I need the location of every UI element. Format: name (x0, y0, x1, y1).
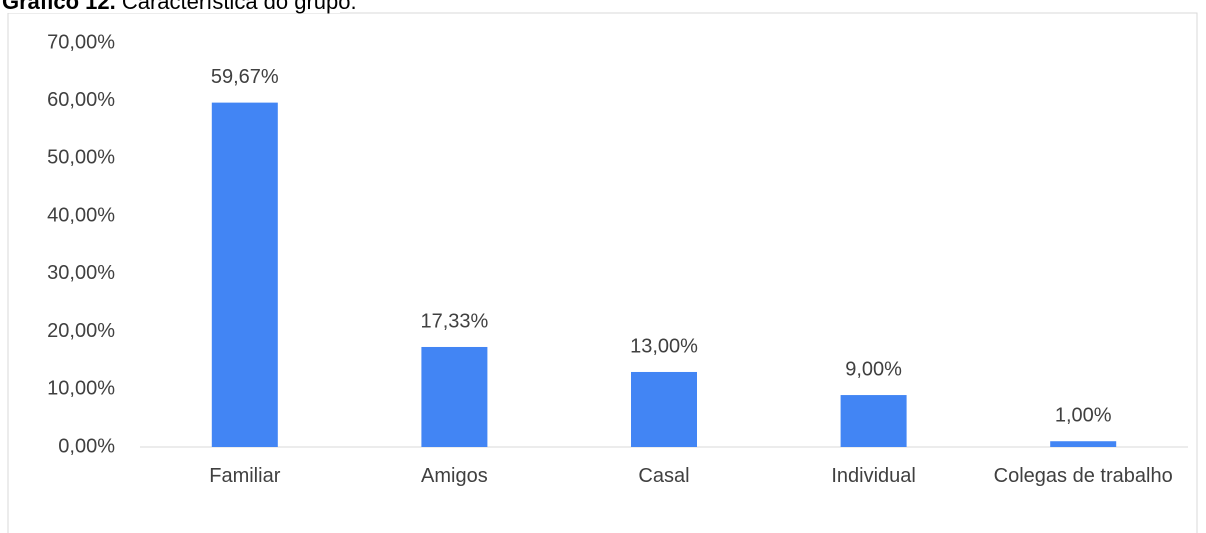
title-label: Gráfico 12. (2, 0, 116, 14)
x-tick-label: Amigos (421, 465, 488, 487)
y-tick-label: 0,00% (58, 435, 115, 457)
bar (211, 102, 278, 447)
data-label: 59,67% (211, 66, 279, 88)
title-bg (0, 0, 340, 13)
bar (631, 371, 697, 447)
data-label: 17,33% (420, 310, 488, 332)
y-tick-label: 40,00% (47, 204, 115, 226)
x-tick-label: Colegas de trabalho (993, 465, 1173, 487)
y-tick-label: 10,00% (47, 378, 115, 400)
bar (1050, 441, 1117, 447)
chart-title: Gráfico 12. Característica do grupo. (2, 0, 357, 14)
y-tick-label: 60,00% (47, 89, 115, 111)
data-label: 13,00% (630, 335, 698, 357)
y-tick-label: 70,00% (47, 31, 115, 53)
data-label: 1,00% (1055, 405, 1112, 427)
y-tick-label: 30,00% (47, 262, 115, 284)
x-tick-label: Casal (638, 465, 690, 487)
x-tick-label: Individual (831, 465, 916, 487)
x-tick-label: Familiar (209, 465, 281, 487)
chart-frame (7, 12, 1198, 533)
title-text: Característica do grupo. (122, 0, 357, 14)
data-label: 9,00% (845, 358, 902, 380)
y-tick-label: 20,00% (47, 320, 115, 342)
y-tick-label: 50,00% (47, 147, 115, 169)
bar (421, 346, 488, 447)
bar (840, 395, 907, 447)
